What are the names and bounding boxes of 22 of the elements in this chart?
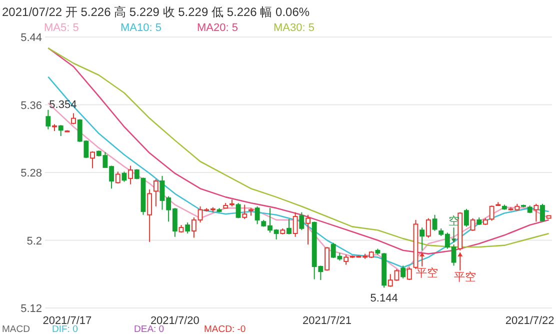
- text: MA5: 5: [44, 22, 79, 34]
- annotation: 平空: [454, 270, 476, 284]
- annotation: 5.144: [370, 292, 398, 305]
- y-tick-label: 5.12: [20, 303, 42, 315]
- y-tick-label: 5.44: [20, 32, 42, 44]
- y-tick-label: 5.2: [26, 235, 42, 248]
- x-tick-label: 2021/7/21: [302, 315, 352, 327]
- text: MA20: 5: [197, 22, 238, 34]
- text: DIF: 0: [52, 324, 78, 334]
- candlestick: [128, 165, 134, 185]
- annotation: 平空: [416, 266, 438, 280]
- x-tick-label: 2021/7/22: [505, 315, 554, 327]
- text: MA30: 5: [274, 22, 314, 34]
- y-tick-label: 5.28: [20, 168, 42, 180]
- text: MA10: 5: [120, 22, 162, 34]
- text: 2021/07/22 开 5.226 高 5.229 收 5.229 低 5.226 幅 0.06%: [2, 5, 310, 19]
- x-tick-label: 2021/7/20: [150, 315, 200, 327]
- y-tick-label: 5.36: [20, 100, 42, 112]
- text: DEA: 0: [134, 324, 164, 334]
- x-tick-label: 2021/7/17: [42, 315, 92, 327]
- text: MACD: -0: [204, 324, 246, 334]
- text: MACD: [2, 324, 30, 334]
